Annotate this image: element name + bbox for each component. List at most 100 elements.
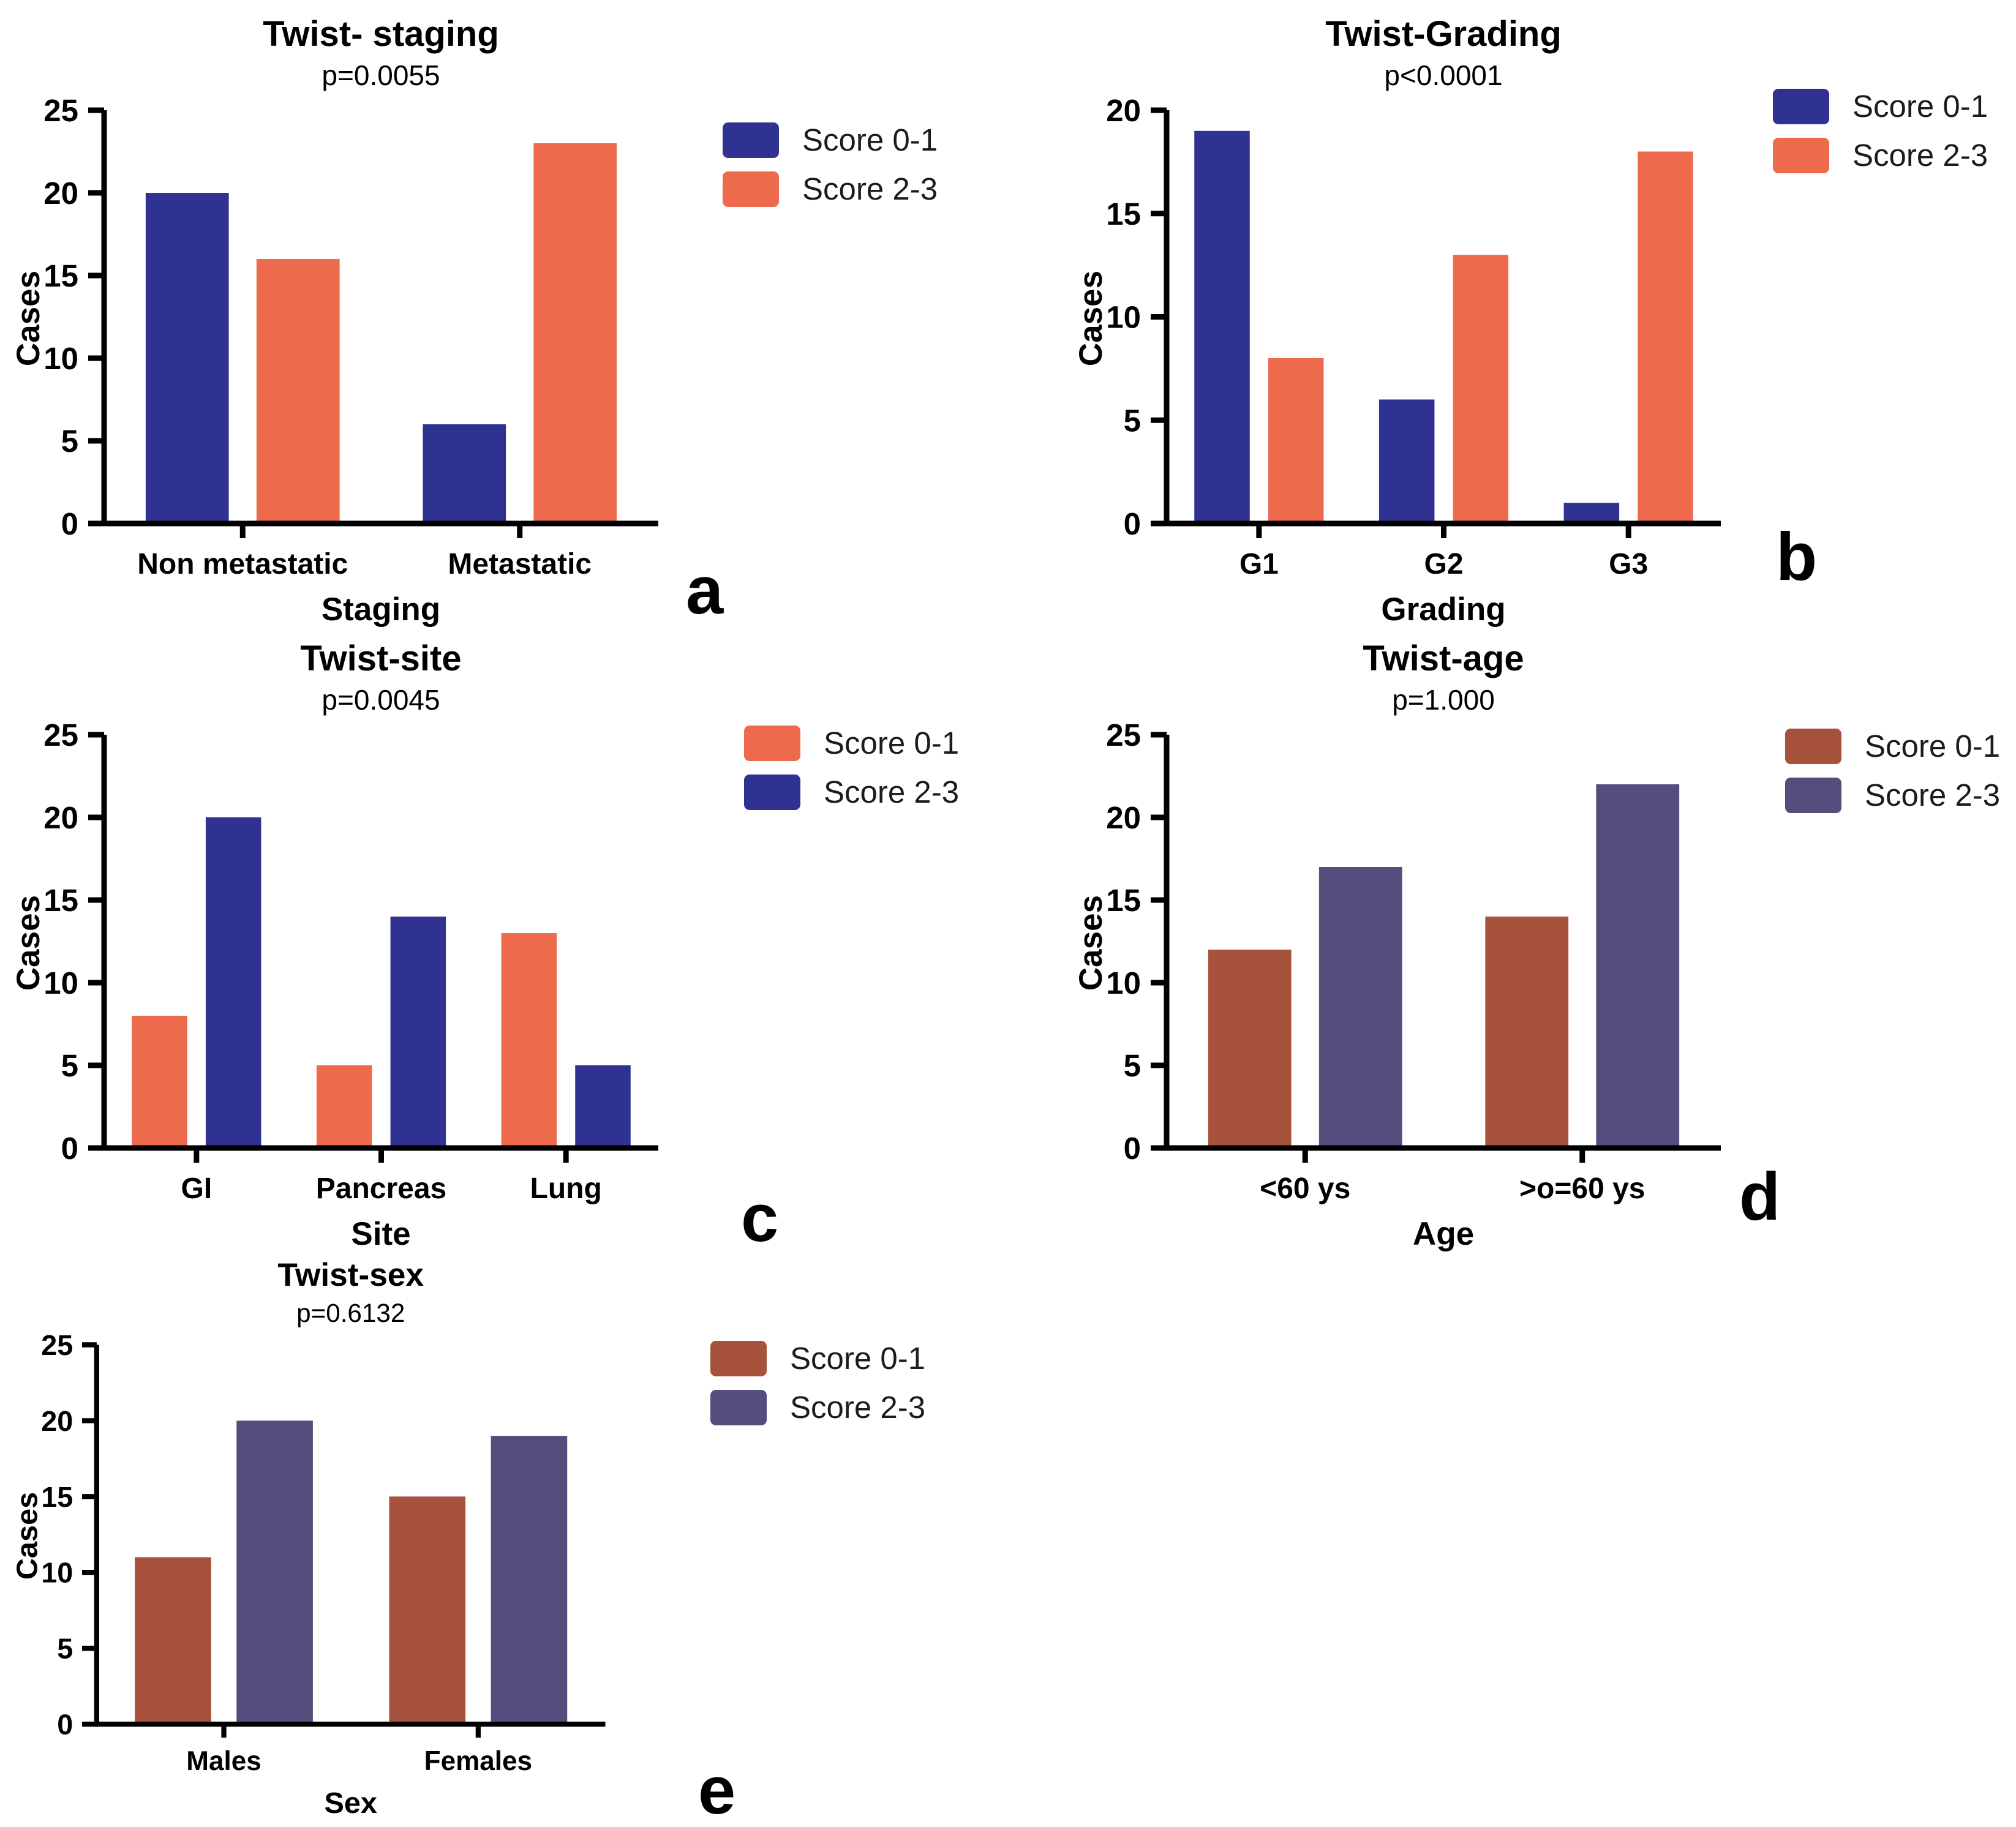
legend-item: Score 2-3: [723, 171, 938, 207]
y-tick-label: 10: [41, 1557, 73, 1589]
bar-score-2-3: [491, 1436, 568, 1724]
bar-score-0-1: [145, 193, 229, 523]
panel-letter: a: [686, 553, 724, 628]
bar-score-2-3: [390, 917, 446, 1148]
bar-plot-site: Twist-site p=0.0045 Cases Site 0 5 10 15 20 2…: [12, 639, 658, 1252]
legend-item: Score 0-1: [1773, 89, 1988, 124]
y-tick-label: 15: [1106, 197, 1141, 231]
bar-score-2-3: [1453, 255, 1509, 523]
chart-panel-a: Twist- staging p=0.0055 Cases Staging 0 5…: [12, 9, 1047, 631]
y-tick-label: 5: [1124, 403, 1141, 438]
chart-panel-d: Twist-age p=1.000 Cases Age 0 5 10 15 20 25 <6…: [1075, 634, 2016, 1255]
category-label: Pancreas: [316, 1172, 447, 1205]
legend-label: Score 2-3: [1852, 137, 1988, 173]
bar-score-0-1: [132, 1016, 187, 1148]
y-tick-label: 15: [41, 1481, 73, 1513]
legend: Score 0-1 Score 2-3: [1785, 729, 2000, 813]
p-value-label: p=1.000: [1392, 684, 1495, 716]
y-axis-label: Cases: [1075, 271, 1109, 366]
bar-score-0-1: [135, 1557, 211, 1724]
category-label: Non metastatic: [137, 548, 348, 580]
y-tick-label: 20: [43, 176, 78, 211]
chart-title: Twist-sex: [277, 1257, 424, 1293]
y-tick-label: 5: [61, 1048, 78, 1083]
bar-plot-age: Twist-age p=1.000 Cases Age 0 5 10 15 20 25 <6…: [1075, 639, 1721, 1252]
legend-label: Score 0-1: [802, 122, 938, 157]
category-label: Males: [186, 1746, 261, 1776]
y-axis-label: Cases: [12, 895, 47, 991]
category-label: G1: [1239, 548, 1279, 580]
bar-score-0-1: [389, 1496, 466, 1724]
bar-score-2-3: [205, 817, 261, 1148]
category-label: G2: [1424, 548, 1463, 580]
y-tick-label: 10: [43, 966, 78, 1000]
plot-generated-layer: 0 5 10 15 20 25 Males Females: [41, 1329, 606, 1776]
x-axis-label: Staging: [322, 591, 440, 628]
legend-item: Score 2-3: [1785, 778, 2000, 813]
panel-letter: b: [1776, 519, 1818, 595]
x-axis-label: Age: [1413, 1216, 1474, 1252]
chart-title: Twist-site: [300, 639, 461, 678]
bar-score-2-3: [1318, 867, 1402, 1148]
panel-letter: c: [741, 1180, 779, 1256]
bar-score-0-1: [1378, 399, 1435, 523]
bar-score-2-3: [575, 1065, 631, 1148]
y-tick-label: 10: [1106, 300, 1141, 335]
chart-title: Twist-age: [1363, 639, 1524, 678]
bar-score-0-1: [1194, 130, 1250, 523]
category-label: <60 ys: [1260, 1172, 1350, 1205]
legend-item: Score 0-1: [723, 122, 938, 158]
x-axis-label: Sex: [324, 1787, 377, 1820]
legend-swatch: [744, 726, 800, 761]
plot-generated-layer: 0 5 10 15 20 25 GI Pancreas Lung: [43, 718, 658, 1205]
p-value-label: p<0.0001: [1384, 59, 1502, 91]
plot-generated-layer: 0 5 10 15 20 G1 G2 G3: [1106, 93, 1721, 580]
legend-swatch: [710, 1390, 767, 1425]
chart-title: Twist- staging: [263, 14, 499, 54]
x-axis-label: Grading: [1381, 591, 1505, 628]
p-value-label: p=0.0045: [322, 684, 440, 716]
legend-swatch: [1773, 89, 1829, 124]
legend-item: Score 0-1: [1785, 729, 2000, 764]
chart-panel-e: Twist-sex p=0.6132 Cases Sex 0 5 10 15 20 25 M…: [12, 1252, 1047, 1827]
y-tick-label: 20: [41, 1405, 73, 1437]
y-tick-label: 15: [43, 883, 78, 918]
y-tick-label: 5: [61, 424, 78, 459]
legend-swatch: [710, 1341, 767, 1376]
legend-label: Score 2-3: [824, 774, 960, 809]
bar-score-2-3: [1596, 784, 1680, 1148]
legend-item: Score 0-1: [744, 726, 959, 761]
category-label: GI: [181, 1172, 212, 1205]
legend-swatch: [723, 122, 779, 158]
bar-score-0-1: [501, 933, 557, 1148]
category-label: Lung: [530, 1172, 602, 1205]
category-label: Metastatic: [448, 548, 592, 580]
legend-label: Score 0-1: [1852, 88, 1988, 124]
y-tick-label: 25: [41, 1329, 73, 1361]
y-tick-label: 25: [43, 718, 78, 752]
y-tick-label: 20: [1106, 93, 1141, 128]
legend-item: Score 2-3: [744, 775, 959, 810]
panel-letter: e: [698, 1753, 736, 1827]
y-tick-label: 25: [1106, 718, 1141, 752]
y-tick-label: 20: [1106, 800, 1141, 835]
legend-label: Score 2-3: [802, 171, 938, 206]
legend: Score 0-1 Score 2-3: [723, 122, 938, 207]
legend-swatch: [1785, 778, 1841, 813]
chart-title: Twist-Grading: [1325, 14, 1562, 54]
plot-generated-layer: 0 5 10 15 20 25 <60 ys >o=60 ys: [1106, 718, 1721, 1205]
y-tick-label: 5: [1124, 1048, 1141, 1083]
legend: Score 0-1 Score 2-3: [1773, 89, 1988, 173]
bar-score-2-3: [236, 1420, 313, 1724]
y-tick-label: 0: [1124, 1131, 1141, 1166]
legend-label: Score 2-3: [790, 1389, 926, 1425]
bar-plot-staging: Twist- staging p=0.0055 Cases Staging 0 5…: [12, 14, 658, 628]
y-tick-label: 0: [61, 506, 78, 541]
y-tick-label: 0: [1124, 506, 1141, 541]
bar-plot-grading: Twist-Grading p<0.0001 Cases Grading 0 5 1…: [1075, 14, 1721, 628]
y-tick-label: 15: [43, 258, 78, 293]
category-label: Females: [424, 1746, 532, 1776]
legend-label: Score 0-1: [824, 725, 960, 760]
chart-panel-c: Twist-site p=0.0045 Cases Site 0 5 10 15 20 2…: [12, 634, 1047, 1255]
legend-item: Score 0-1: [710, 1341, 925, 1376]
